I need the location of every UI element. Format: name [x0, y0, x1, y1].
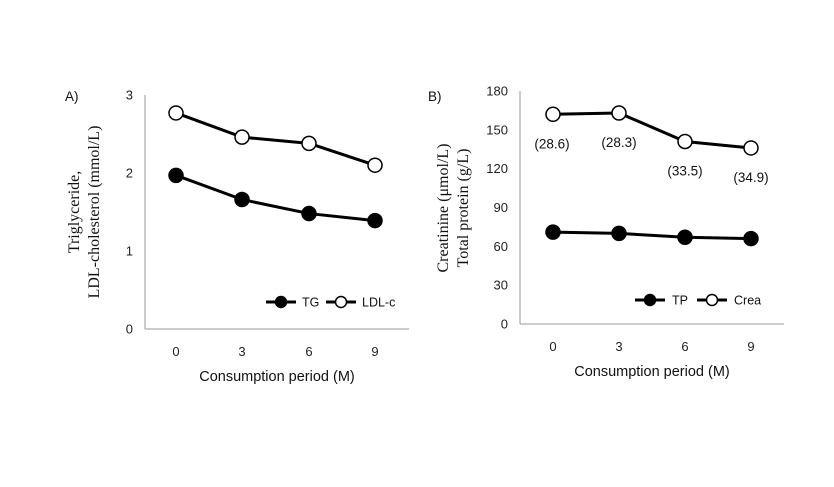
panel-b-series-crea-point	[743, 140, 759, 156]
panel-a-series-tg-point	[168, 167, 184, 184]
panel-b-data-label: (28.3)	[601, 135, 636, 150]
panel-b-x-tick-label: 9	[747, 339, 754, 354]
panel-b-series	[545, 105, 759, 247]
panel-a: A) Consumption period (M) Triglyceride, …	[65, 88, 409, 385]
panel-b-y-axis-title-line1: Creatinine (μmol/L)	[435, 144, 452, 273]
panel-a-y-axis-title-line2: LDL-cholesterol (mmol/L)	[86, 126, 103, 299]
panel-b-series-crea-point	[545, 106, 561, 123]
panel-a-series-ldl-c-point	[301, 135, 317, 152]
panel-a-series	[168, 105, 383, 229]
panel-b-y-tick-label: 30	[494, 278, 508, 293]
panel-b-series-tp-point	[611, 225, 627, 242]
panel-b-y-tick-label: 0	[501, 317, 508, 332]
panel-b-series-tp-line	[552, 230, 752, 241]
panel-a-series-ldl-c-line	[175, 111, 376, 167]
legend-crea-marker	[705, 293, 719, 307]
panel-a-y-ticks: 0 1 2 3	[126, 88, 133, 337]
panel-b-x-tick-label: 0	[549, 339, 556, 354]
panel-b-series-crea-line	[552, 111, 752, 150]
legend-tp-label: TP	[672, 294, 688, 308]
panel-b-series-tp-point	[677, 229, 693, 246]
panel-b-y-tick-label: 60	[494, 239, 508, 254]
panel-b-y-tick-label: 120	[486, 161, 508, 176]
panel-a-y-tick-label: 2	[126, 166, 133, 181]
panel-b-legend: TP Crea	[635, 294, 761, 308]
panel-a-x-tick-label: 6	[305, 344, 312, 359]
panel-b: B) Consumption period (M) Creatinine (μm…	[428, 84, 784, 380]
panel-a-x-tick-label: 9	[371, 344, 378, 359]
panel-b-series-crea-point	[611, 105, 627, 121]
legend-tg-marker	[274, 295, 288, 309]
legend-tg-label: TG	[302, 296, 319, 310]
legend-tp-marker	[643, 293, 657, 307]
panel-b-series-tp-point	[545, 224, 561, 240]
panel-a-series-tg-line	[175, 173, 376, 223]
legend-crea-label: Crea	[734, 294, 761, 308]
panel-a-y-tick-label: 3	[126, 88, 133, 103]
panel-a-series-tg-point	[234, 191, 250, 208]
panel-a-series-tg-point	[367, 212, 383, 229]
panel-b-x-tick-label: 3	[615, 339, 622, 354]
panel-a-series-tg-point	[301, 205, 317, 222]
panel-b-data-label: (33.5)	[667, 163, 702, 178]
panel-a-y-tick-label: 1	[126, 244, 133, 259]
panel-a-legend: TG LDL-c	[266, 296, 395, 310]
panel-b-data-labels: (28.6) (28.3) (33.5) (34.9)	[534, 135, 768, 185]
panel-b-data-label: (34.9)	[733, 170, 768, 185]
panel-b-y-tick-label: 150	[486, 122, 508, 137]
panel-b-y-tick-label: 180	[486, 84, 508, 99]
panel-a-y-tick-label: 0	[126, 322, 133, 337]
panel-a-label: A)	[65, 89, 79, 104]
panel-a-x-tick-label: 0	[172, 344, 179, 359]
panel-b-y-tick-label: 90	[494, 200, 508, 215]
panel-b-x-axis-title: Consumption period (M)	[574, 364, 730, 380]
panel-b-series-tp-point	[743, 230, 759, 247]
panel-b-series-crea-point	[677, 133, 693, 150]
legend-ldl-label: LDL-c	[362, 296, 395, 310]
panel-b-label: B)	[428, 89, 442, 104]
panel-a-x-ticks: 0 3 6 9	[172, 344, 378, 359]
panel-b-y-axis-title-line2: Total protein (g/L)	[455, 149, 472, 268]
panel-a-series-ldl-c-point	[234, 129, 250, 145]
panel-a-x-tick-label: 3	[238, 344, 245, 359]
panel-a-x-axis-title: Consumption period (M)	[199, 369, 355, 385]
panel-b-x-tick-label: 6	[681, 339, 688, 354]
panel-b-y-ticks: 0 30 60 90 120 150 180	[486, 84, 508, 332]
panel-b-data-label: (28.6)	[534, 136, 569, 151]
panel-a-y-axis-title-line1: Triglyceride,	[66, 171, 83, 254]
panel-a-series-ldl-c-point	[168, 105, 184, 121]
panel-b-x-ticks: 0 3 6 9	[549, 339, 754, 354]
panel-a-series-ldl-c-point	[367, 157, 383, 173]
legend-ldl-marker	[334, 295, 348, 309]
